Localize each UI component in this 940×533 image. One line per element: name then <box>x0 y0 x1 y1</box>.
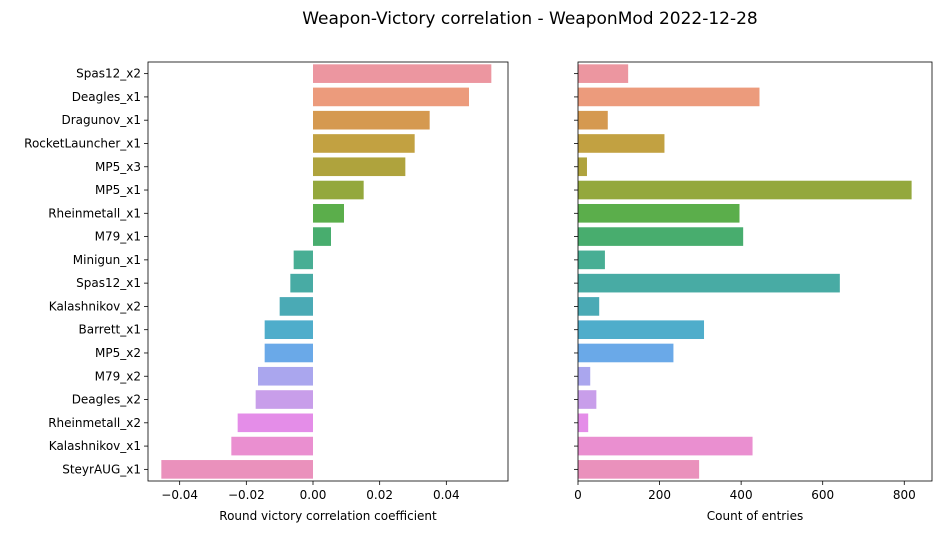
bar-mp5-x3 <box>578 157 587 177</box>
bar-spas12-x2 <box>313 64 492 83</box>
axes-frame <box>577 61 933 482</box>
y-tick-label: MP5_x2 <box>95 346 141 360</box>
bar-kalashnikov-x2 <box>578 297 600 316</box>
y-tick-label: Deagles_x1 <box>72 90 141 104</box>
y-tick-label: Kalashnikov_x1 <box>49 439 141 453</box>
bar-minigun-x1 <box>293 250 313 270</box>
bar-m79-x2 <box>258 366 313 386</box>
bar-deagles-x2 <box>255 390 313 409</box>
x-tick-label: 0 <box>574 488 582 502</box>
bar-m79-x1 <box>313 227 331 246</box>
bar-minigun-x1 <box>578 250 605 270</box>
x-axis-label: Round victory correlation coefficient <box>219 509 437 523</box>
bar-mp5-x1 <box>578 180 912 200</box>
axes-frame <box>147 61 509 482</box>
y-tick-label: RocketLauncher_x1 <box>24 136 141 150</box>
correlation-chart: −0.04 −0.02 0.00 0.02 0.04 Spas12_x2 Deagles_x… <box>24 61 509 523</box>
x-axis-label: Count of entries <box>707 509 803 523</box>
y-tick-label: Spas12_x1 <box>76 276 141 290</box>
x-tick-label: 200 <box>648 488 671 502</box>
bar-mp5-x2 <box>264 343 313 363</box>
count-chart: 0 200 400 600 800 Count of entries <box>574 61 933 523</box>
bar-mp5-x1 <box>313 180 364 200</box>
bar-steyraug-x1 <box>578 460 700 479</box>
bar-rheinmetall-x2 <box>237 413 313 433</box>
bar-m79-x1 <box>578 227 744 246</box>
y-tick-label: Rheinmetall_x2 <box>48 416 141 430</box>
bar-mp5-x2 <box>578 343 674 363</box>
x-tick-label: −0.02 <box>228 488 265 502</box>
y-tick-label: MP5_x3 <box>95 160 141 174</box>
figure-title: Weapon-Victory correlation - WeaponMod 2… <box>302 9 758 29</box>
x-tick-label: 0.04 <box>433 488 460 502</box>
bar-kalashnikov-x2 <box>279 297 313 316</box>
y-tick-label: Dragunov_x1 <box>61 113 141 127</box>
x-tick-label: −0.04 <box>161 488 198 502</box>
bar-rocketlauncher-x1 <box>313 134 415 153</box>
bar-spas12-x2 <box>578 64 629 83</box>
y-tick-label: M79_x1 <box>95 230 141 244</box>
bar-mp5-x3 <box>313 157 406 177</box>
bar-barrett-x1 <box>578 320 705 340</box>
bar-kalashnikov-x1 <box>578 436 753 456</box>
y-tick-label: Minigun_x1 <box>73 253 141 267</box>
bar-dragunov-x1 <box>578 110 608 130</box>
y-tick-label: SteyrAUG_x1 <box>62 462 141 476</box>
bar-kalashnikov-x1 <box>231 436 313 456</box>
bar-spas12-x1 <box>290 273 313 293</box>
bar-rheinmetall-x2 <box>578 413 589 433</box>
x-tick-label: 800 <box>893 488 916 502</box>
bar-barrett-x1 <box>264 320 313 340</box>
y-tick-label: Spas12_x2 <box>76 67 141 81</box>
y-tick-label: Barrett_x1 <box>78 323 141 337</box>
bar-deagles-x1 <box>578 87 760 107</box>
bar-spas12-x1 <box>578 273 840 293</box>
y-tick-label: Rheinmetall_x1 <box>48 206 141 220</box>
y-tick-label: Kalashnikov_x2 <box>49 299 141 313</box>
y-tick-label: M79_x2 <box>95 369 141 383</box>
y-tick-label: Deagles_x2 <box>72 393 141 407</box>
x-tick-label: 600 <box>811 488 834 502</box>
bar-rocketlauncher-x1 <box>578 134 665 153</box>
bar-deagles-x2 <box>578 390 597 409</box>
bar-rheinmetall-x1 <box>578 203 740 223</box>
bar-m79-x2 <box>578 366 591 386</box>
bar-rheinmetall-x1 <box>313 203 344 223</box>
bar-dragunov-x1 <box>313 110 430 130</box>
x-tick-label: 0.02 <box>366 488 393 502</box>
x-tick-label: 0.00 <box>300 488 327 502</box>
bar-deagles-x1 <box>313 87 469 107</box>
bar-steyraug-x1 <box>161 460 313 479</box>
y-tick-label: MP5_x1 <box>95 183 141 197</box>
x-tick-label: 400 <box>730 488 753 502</box>
